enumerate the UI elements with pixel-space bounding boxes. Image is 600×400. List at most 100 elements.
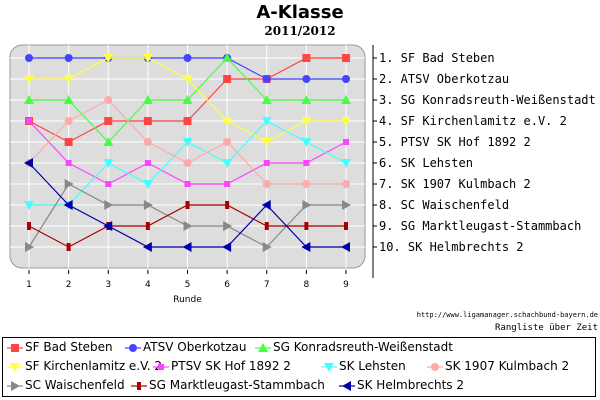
legend-label: ATSV Oberkotzau: [143, 340, 247, 354]
data-point: [302, 75, 311, 83]
rank-label: 1. SF Bad Steben: [379, 51, 495, 65]
data-point: [301, 242, 311, 252]
legend-swatch: [7, 380, 23, 391]
x-tick-label: 2: [66, 280, 72, 290]
x-tick-label: 7: [264, 280, 270, 290]
rank-label: 2. ATSV Oberkotzau: [379, 72, 509, 86]
data-point: [104, 117, 113, 125]
data-point: [142, 180, 153, 189]
rank-label: 3. SG Konradsreuth-Weißenstadt: [379, 93, 596, 107]
data-point: [103, 221, 113, 231]
data-point: [264, 222, 269, 230]
data-point: [225, 201, 230, 209]
data-point: [342, 54, 350, 62]
x-tick-label: 8: [304, 280, 310, 290]
data-point: [143, 200, 153, 210]
data-point: [341, 117, 351, 126]
legend-label: SC Waischenfeld: [25, 378, 125, 392]
legend-marker: [342, 380, 351, 391]
data-point: [143, 138, 152, 146]
series-9: [24, 158, 350, 252]
data-point: [64, 117, 73, 125]
data-point: [182, 138, 193, 147]
data-point: [183, 221, 193, 231]
data-point: [223, 221, 233, 231]
data-point: [261, 117, 272, 126]
series-1: [25, 54, 350, 83]
data-point: [342, 75, 350, 83]
legend-marker: [137, 381, 141, 390]
legend-item: SK Lehsten: [321, 359, 406, 373]
data-point: [263, 160, 270, 166]
legend-label: PTSV SK Hof 1892 2: [171, 359, 291, 373]
legend-marker: [258, 342, 268, 352]
legend-label: SK Helmbrechts 2: [357, 378, 465, 392]
data-point: [63, 200, 73, 210]
data-point: [104, 96, 113, 104]
series-4: [26, 118, 349, 187]
legend-label: SK Lehsten: [339, 359, 406, 373]
data-point: [222, 53, 233, 62]
legend-label: SG Marktleugast-Stammbach: [149, 378, 325, 392]
legend-item: SK Helmbrechts 2: [339, 378, 464, 392]
legend-marker: [324, 362, 334, 372]
x-tick-label: 5: [185, 280, 191, 290]
legend-item: ATSV Oberkotzau: [125, 340, 246, 354]
data-point: [65, 160, 72, 166]
data-point: [301, 117, 312, 126]
data-point: [262, 75, 271, 83]
data-point: [24, 75, 34, 84]
data-point: [103, 137, 114, 146]
data-point: [145, 222, 150, 230]
legend-item: SK 1907 Kulmbach 2: [427, 359, 569, 373]
data-point: [185, 201, 190, 209]
data-point: [223, 138, 232, 146]
chart-subtitle: 2011/2012: [264, 24, 336, 38]
chart-note: Rangliste über Zeit: [495, 323, 598, 333]
data-point: [342, 180, 350, 188]
legend-item: PTSV SK Hof 1892 2: [153, 359, 291, 373]
data-point: [301, 95, 312, 104]
source-url: http://www.ligamanager.schachbund-bayern…: [416, 311, 598, 319]
data-point: [103, 54, 114, 63]
data-point: [24, 201, 34, 210]
rank-label: 7. SK 1907 Kulmbach 2: [379, 177, 531, 191]
x-tick-label: 3: [105, 280, 111, 290]
data-point: [64, 179, 74, 189]
legend-item: SC Waischenfeld: [7, 378, 125, 392]
data-point: [224, 181, 231, 187]
data-point: [222, 159, 233, 168]
data-point: [25, 54, 33, 62]
data-point: [344, 222, 348, 230]
data-point: [64, 138, 73, 146]
legend-item: SF Kirchenlamitz e.V. 2: [7, 359, 162, 373]
rank-label: 6. SK Lehsten: [379, 156, 473, 170]
data-point: [24, 95, 34, 104]
rank-labels: 1. SF Bad Steben 2. ATSV Oberkotzau 3. SG …: [373, 51, 596, 254]
data-point: [26, 118, 32, 124]
rank-label: 9. SG Marktleugast-Stammbach: [379, 219, 581, 233]
data-point: [261, 138, 272, 147]
data-point: [223, 75, 232, 83]
data-point: [25, 242, 34, 252]
data-point: [341, 242, 350, 252]
series-7: [25, 179, 351, 252]
data-point: [222, 117, 233, 126]
data-point: [105, 181, 112, 187]
series-3: [24, 54, 351, 147]
data-point: [184, 181, 191, 187]
data-point: [63, 75, 74, 84]
legend-swatch: [339, 380, 355, 391]
data-point: [304, 222, 309, 230]
data-point: [341, 95, 351, 104]
data-point: [27, 222, 31, 230]
rank-label: 10. SK Helmbrechts 2: [379, 240, 524, 254]
legend-swatch: [125, 343, 141, 352]
legend-label: SF Bad Steben: [25, 340, 113, 354]
data-point: [302, 54, 311, 62]
rank-label: 4. SF Kirchenlamitz e.V. 2: [379, 114, 567, 128]
data-point: [222, 242, 232, 252]
data-point: [261, 200, 271, 210]
data-point: [262, 242, 272, 252]
data-point: [301, 138, 312, 147]
